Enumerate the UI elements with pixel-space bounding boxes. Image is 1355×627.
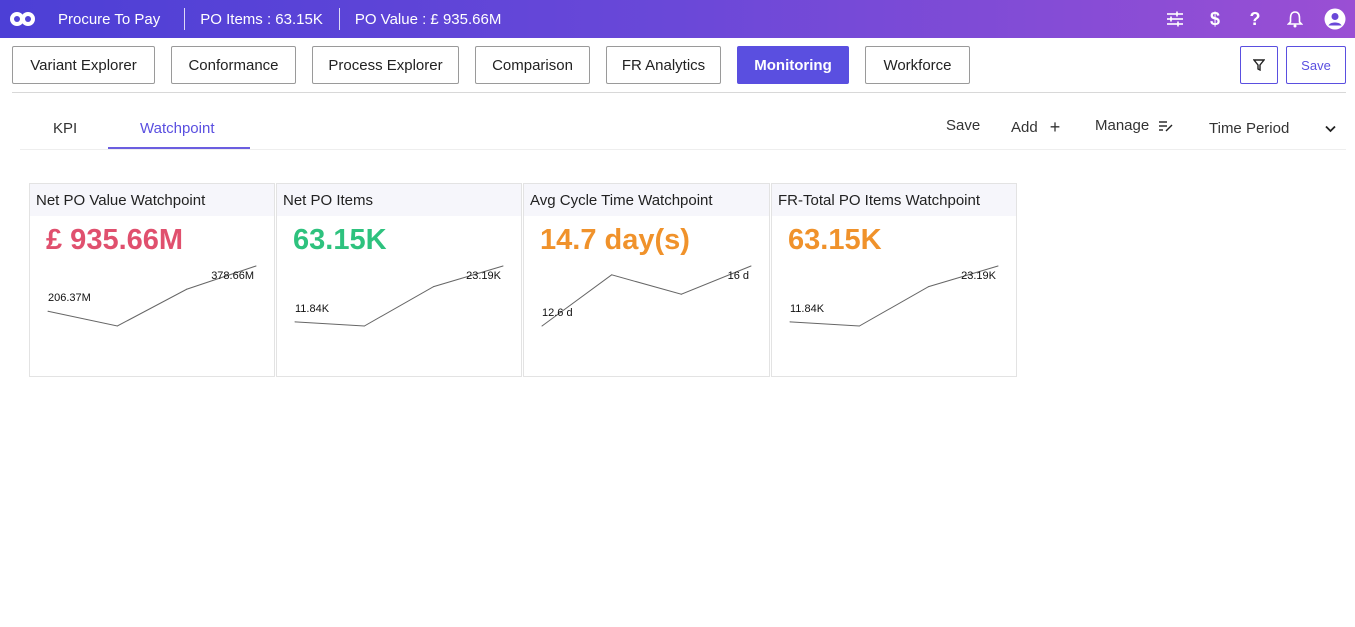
filter-button[interactable]	[1240, 46, 1278, 84]
watchpoint-card[interactable]: FR-Total PO Items Watchpoint 63.15K 11.84K…	[771, 183, 1017, 377]
nav-comparison[interactable]: Comparison	[475, 46, 590, 84]
watchpoint-card[interactable]: Avg Cycle Time Watchpoint 14.7 day(s) 12.6…	[523, 183, 770, 377]
sparkline-start-label: 12.6 d	[542, 307, 573, 319]
plus-icon: +	[1049, 117, 1061, 137]
module-nav: Variant Explorer Conformance Process Exp…	[12, 46, 986, 84]
sparkline-point	[116, 325, 118, 327]
sparkline-series	[541, 265, 752, 327]
nav-variant-explorer[interactable]: Variant Explorer	[12, 46, 155, 84]
user-icon[interactable]	[1315, 0, 1355, 38]
nav-process-explorer[interactable]: Process Explorer	[312, 46, 459, 84]
po-value-summary: PO Value : £ 935.66M	[354, 10, 502, 28]
sparkline-chart: 206.37M 378.66M	[47, 265, 257, 327]
tab-kpi[interactable]: KPI	[53, 120, 78, 137]
nav-fr-analytics[interactable]: FR Analytics	[606, 46, 721, 84]
chevron-down-icon	[1325, 125, 1336, 132]
active-tab-indicator	[108, 147, 250, 150]
tab-watchpoint[interactable]: Watchpoint	[140, 120, 215, 137]
card-title: Net PO Value Watchpoint	[30, 184, 274, 216]
time-period-dropdown[interactable]: Time Period	[1209, 120, 1336, 137]
card-value: 14.7 day(s)	[540, 224, 690, 256]
sparkline-start-label: 11.84K	[295, 303, 330, 315]
sparkline-point	[47, 310, 49, 312]
help-icon[interactable]: ?	[1249, 8, 1261, 29]
sliders-icon[interactable]	[1155, 0, 1195, 38]
watchpoint-card[interactable]: Net PO Value Watchpoint £ 935.66M 206.37M 3…	[29, 183, 275, 377]
sparkline-start-label: 11.84K	[790, 303, 825, 315]
card-title: Avg Cycle Time Watchpoint	[524, 184, 769, 216]
manage-label: Manage	[1095, 117, 1150, 134]
sparkline-point	[363, 325, 365, 327]
sparkline-point	[611, 274, 613, 276]
add-button[interactable]: Add +	[1011, 117, 1060, 138]
sparkline-point	[750, 265, 752, 267]
card-value: 63.15K	[293, 224, 387, 256]
card-title: Net PO Items	[277, 184, 521, 216]
add-label: Add	[1011, 119, 1038, 136]
sparkline-point	[858, 325, 860, 327]
sparkline-end-label: 23.19K	[466, 270, 502, 282]
app-name[interactable]: Procure To Pay	[58, 10, 161, 28]
sparkline-point	[433, 286, 435, 288]
sparkline-series	[47, 265, 257, 327]
sparkline-start-label: 206.37M	[48, 292, 91, 304]
watchpoint-card[interactable]: Net PO Items 63.15K 11.84K 23.19K	[276, 183, 522, 377]
sparkline-point	[789, 321, 791, 323]
sparkline-point	[680, 293, 682, 295]
sparkline-end-label: 16 d	[728, 270, 749, 282]
app-logo[interactable]	[10, 10, 38, 28]
sparkline-point	[502, 265, 504, 267]
save-button[interactable]: Save	[1286, 46, 1346, 84]
filter-icon	[1253, 59, 1265, 71]
bell-icon[interactable]	[1275, 0, 1315, 38]
card-value: £ 935.66M	[46, 224, 184, 256]
sparkline-point	[928, 286, 930, 288]
sparkline-point	[255, 265, 257, 267]
nav-workforce[interactable]: Workforce	[865, 46, 970, 84]
manage-button[interactable]: Manage	[1095, 117, 1173, 134]
divider	[338, 8, 340, 30]
sparkline-point	[997, 265, 999, 267]
sparkline-series	[789, 265, 999, 327]
sparkline-chart: 11.84K 23.19K	[789, 265, 999, 327]
edit-list-icon	[1159, 120, 1173, 131]
sparkline-end-label: 23.19K	[961, 270, 997, 282]
tab-divider	[20, 149, 1346, 150]
sparkline-chart: 12.6 d 16 d	[541, 265, 752, 327]
sparkline-series	[294, 265, 504, 327]
po-items-summary: PO Items : 63.15K	[200, 10, 323, 28]
divider	[184, 8, 186, 30]
save-label: Save	[946, 117, 981, 134]
top-bar: Procure To Pay PO Items : 63.15K PO Valu…	[0, 0, 1355, 38]
watchpoint-save-button[interactable]: Save	[946, 117, 980, 134]
sparkline-chart: 11.84K 23.19K	[294, 265, 504, 327]
time-period-label: Time Period	[1209, 120, 1290, 137]
nav-monitoring[interactable]: Monitoring	[737, 46, 849, 84]
header-divider	[12, 92, 1346, 93]
sparkline-point	[186, 288, 188, 290]
sparkline-point	[294, 321, 296, 323]
card-value: 63.15K	[788, 224, 882, 256]
card-title: FR-Total PO Items Watchpoint	[772, 184, 1016, 216]
nav-conformance[interactable]: Conformance	[171, 46, 296, 84]
dollar-icon[interactable]: $	[1209, 8, 1220, 29]
sparkline-point	[541, 325, 543, 327]
sparkline-end-label: 378.66M	[211, 270, 254, 282]
